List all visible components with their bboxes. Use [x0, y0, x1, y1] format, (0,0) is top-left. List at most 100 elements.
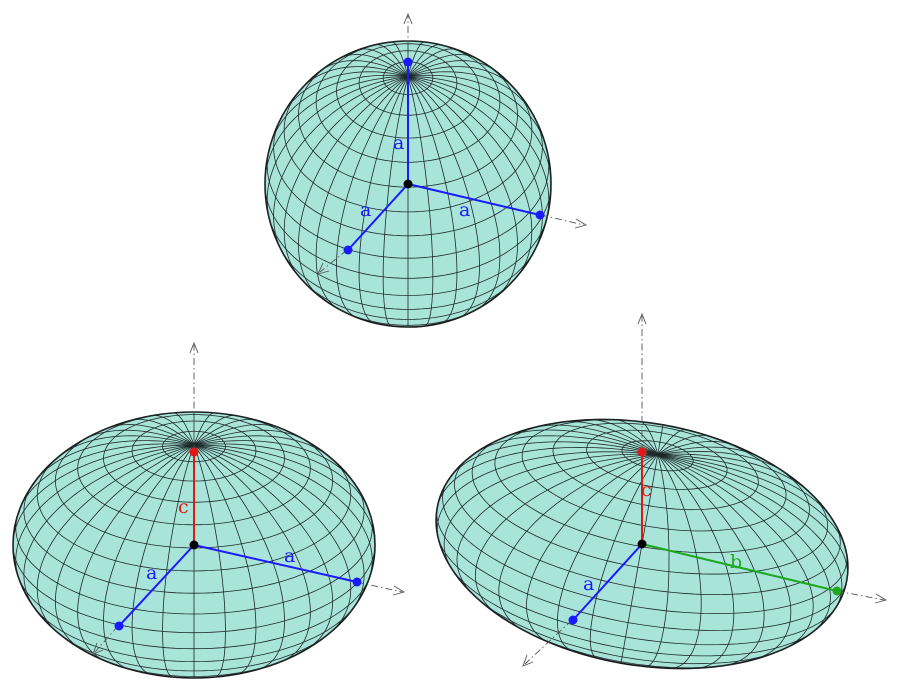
grid-line: [374, 44, 409, 77]
grid-line: [298, 60, 518, 188]
oblate-front-axis-arrow: [92, 642, 104, 655]
triaxial-center-point: [637, 539, 647, 549]
grid-line: [657, 434, 711, 455]
sphere-right-axis-label: a: [459, 199, 470, 221]
grid-line: [657, 441, 735, 455]
grid-line: [95, 656, 293, 677]
sphere-vertical-axis-label: a: [393, 132, 404, 154]
grid-line: [299, 66, 409, 91]
grid-line: [471, 435, 658, 457]
grid-line: [330, 303, 486, 326]
sphere-right-axis-arrow: [574, 218, 588, 229]
grid-line: [12, 444, 195, 546]
grid-line: [336, 76, 409, 319]
grid-line: [407, 76, 518, 297]
grid-line: [436, 447, 658, 508]
grid-line: [407, 41, 425, 77]
sphere-front-axis-arrow: [317, 262, 330, 275]
grid-line: [407, 60, 497, 77]
grid-line: [193, 443, 370, 511]
grid-line: [407, 76, 543, 256]
grid-line: [193, 444, 376, 546]
grid-line: [407, 76, 458, 324]
grid-line: [443, 453, 658, 572]
grid-line: [81, 429, 195, 446]
grid-line: [657, 454, 702, 669]
triaxial-pole-point: [637, 447, 647, 457]
oblate-pole-point: [189, 447, 199, 457]
grid-line: [657, 424, 664, 455]
grid-line: [557, 454, 659, 652]
oblate-front-semi-axis: [118, 544, 195, 627]
grid-line: [494, 422, 810, 554]
triaxial-vertical-axis-label: c: [641, 479, 652, 501]
grid-line: [436, 507, 848, 631]
grid-line: [36, 444, 195, 633]
sphere-right-point: [535, 210, 545, 220]
grid-line: [407, 76, 533, 278]
triaxial-front-axis-extension: [524, 619, 573, 665]
grid-line: [23, 444, 195, 612]
grid-line: [407, 66, 517, 91]
grid-line: [407, 76, 480, 319]
grid-line: [193, 424, 283, 446]
grid-line: [407, 74, 547, 148]
grid-line: [15, 444, 195, 580]
grid-line: [319, 60, 409, 77]
grid-line: [131, 444, 195, 675]
grid-line: [193, 412, 216, 446]
oblate-front-axis-label: a: [146, 562, 157, 584]
grid-line: [18, 443, 195, 511]
triaxial-ellipsoid-figure: a b c: [435, 312, 888, 670]
grid-line: [657, 451, 786, 474]
oblate-vertical-axis-arrow: [189, 341, 199, 354]
grid-line: [589, 454, 659, 659]
grid-line: [657, 454, 792, 661]
grid-line: [407, 54, 479, 77]
grid-line: [337, 54, 409, 77]
grid-line: [103, 444, 195, 670]
grid-line: [172, 412, 195, 446]
oblate-spheroid-grid-lines: [12, 411, 376, 678]
triaxial-right-axis-label: b: [730, 551, 742, 573]
grid-line: [657, 454, 814, 650]
grid-line: [268, 217, 548, 296]
grid-line: [437, 536, 837, 646]
grid-line: [407, 71, 535, 117]
grid-line: [657, 453, 833, 520]
grid-line: [475, 453, 658, 616]
grid-line: [589, 419, 659, 455]
oblate-vertical-axis-label: c: [178, 496, 189, 518]
grid-line: [193, 444, 285, 670]
grid-line: [266, 150, 550, 259]
oblate-right-point: [352, 577, 362, 587]
grid-line: [407, 44, 442, 77]
grid-line: [614, 419, 659, 455]
triaxial-front-axis-label: a: [583, 573, 594, 595]
grid-line: [264, 76, 409, 185]
oblate-front-point: [114, 621, 124, 631]
grid-line: [193, 414, 237, 446]
oblate-right-semi-axis: [193, 544, 358, 583]
triaxial-right-point: [832, 586, 842, 596]
grid-line: [357, 48, 409, 77]
grid-line: [391, 41, 409, 77]
triaxial-right-axis-extension: [836, 590, 885, 601]
grid-line: [657, 446, 761, 459]
grid-line: [193, 429, 307, 446]
oblate-right-axis-label: a: [284, 545, 295, 567]
triaxial-front-semi-axis: [572, 543, 643, 621]
grid-line: [193, 444, 373, 580]
grid-line: [407, 76, 550, 222]
grid-line: [531, 424, 658, 455]
grid-line: [283, 76, 409, 278]
grid-line: [193, 419, 259, 446]
grid-line: [77, 444, 195, 662]
grid-line: [105, 424, 195, 446]
grid-line: [657, 454, 831, 635]
grid-line: [526, 454, 658, 644]
grid-line: [269, 74, 409, 148]
grid-line: [407, 48, 459, 77]
grid-line: [193, 444, 334, 650]
grid-line: [281, 71, 409, 117]
